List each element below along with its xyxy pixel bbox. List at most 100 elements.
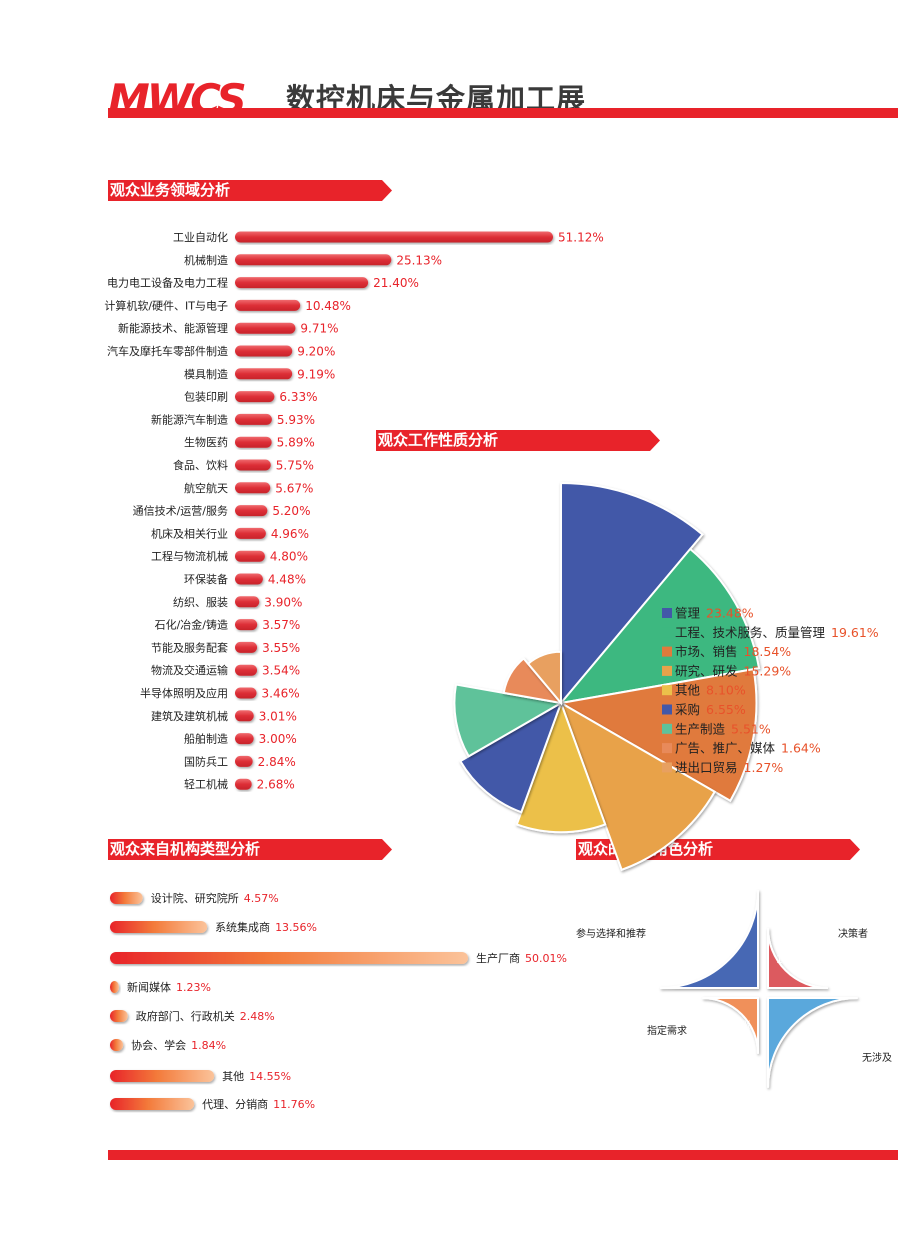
org-category-label: 系统集成商	[215, 920, 270, 934]
section-title-business: 观众业务领域分析	[108, 180, 392, 201]
business-category-label: 环保装备	[184, 572, 228, 586]
org-bar	[110, 921, 208, 933]
legend-label: 市场、销售	[675, 644, 738, 659]
org-value-label: 11.76%	[273, 1098, 315, 1111]
business-value-label: 2.84%	[258, 755, 296, 769]
business-bar	[235, 391, 275, 403]
business-bar	[235, 687, 257, 699]
business-category-label: 纺织、服装	[173, 595, 228, 609]
business-bar	[235, 664, 258, 676]
business-category-label: 模具制造	[184, 367, 228, 381]
rose-slice	[558, 667, 758, 803]
business-value-label: 3.01%	[259, 709, 297, 723]
org-bar	[110, 981, 119, 993]
business-bar	[235, 482, 271, 494]
org-category-label: 生产厂商	[476, 951, 520, 965]
petal-category-label: 无涉及	[862, 1051, 892, 1064]
business-bar	[235, 277, 369, 289]
business-bar-chart: 工业自动化 51.12% 机械制造 25.13% 电力电工设备及电力工程 21.40% 计算…	[104, 230, 603, 792]
business-category-label: 计算机软/硬件、IT与电子	[104, 298, 228, 312]
business-value-label: 5.20%	[272, 504, 310, 518]
section-title-org: 观众来自机构类型分析	[108, 839, 392, 860]
rose-slice	[515, 700, 607, 834]
org-bar	[110, 952, 468, 964]
business-category-label: 工业自动化	[173, 230, 228, 244]
org-category-label: 代理、分销商	[202, 1097, 268, 1111]
business-category-label: 通信技术/运营/服务	[133, 504, 228, 518]
business-value-label: 3.90%	[264, 595, 302, 609]
role-petal-chart: 39.43% 参与选择和推荐 14.78% 决策者 12.73% 指定需求 33.06% 无涉…	[576, 889, 892, 1088]
business-value-label: 4.80%	[270, 550, 308, 564]
legend-label: 广告、推广、媒体	[675, 741, 776, 756]
org-bar	[110, 1070, 215, 1082]
business-bar	[235, 619, 258, 631]
petal-slice	[702, 997, 759, 1054]
business-bar	[235, 299, 301, 311]
org-value-label: 50.01%	[525, 952, 567, 965]
org-value-label: 4.57%	[244, 892, 279, 905]
org-bar-chart: 设计院、研究院所 4.57% 系统集成商 13.56% 生产厂商 50.01% 新闻媒体 1.…	[110, 891, 567, 1111]
business-category-label: 机床及相关行业	[151, 526, 228, 540]
business-value-label: 25.13%	[396, 253, 442, 267]
business-bar	[235, 641, 258, 653]
business-bar	[235, 710, 254, 722]
business-value-label: 3.46%	[262, 687, 300, 701]
legend-value: 8.10%	[706, 683, 746, 698]
rose-slice	[459, 700, 563, 814]
petal-slice	[767, 927, 829, 989]
business-bar	[235, 231, 553, 243]
petal-value-label: 12.73%	[710, 1019, 752, 1032]
business-value-label: 4.48%	[268, 573, 306, 587]
legend-swatch	[662, 608, 672, 618]
business-bar	[235, 436, 272, 448]
business-value-label: 3.00%	[259, 732, 297, 746]
legend-label: 采购	[675, 702, 700, 717]
business-category-label: 生物医药	[184, 435, 228, 449]
legend-label: 工程、技术服务、质量管理	[675, 625, 826, 640]
org-category-label: 政府部门、行政机关	[136, 1009, 235, 1023]
legend-swatch	[662, 743, 672, 754]
business-category-label: 轻工机械	[184, 777, 228, 791]
org-bar	[110, 892, 143, 904]
business-value-label: 9.71%	[300, 322, 338, 336]
business-value-label: 5.89%	[277, 436, 315, 450]
legend-value: 5.51%	[731, 721, 771, 736]
petal-category-label: 参与选择和推荐	[576, 927, 646, 940]
business-category-label: 食品、饮料	[173, 458, 228, 472]
business-value-label: 4.96%	[271, 527, 309, 541]
org-bar	[110, 1098, 195, 1110]
business-bar	[235, 550, 265, 562]
rose-slice	[453, 683, 564, 758]
legend-value: 15.29%	[744, 663, 792, 678]
business-value-label: 9.19%	[297, 367, 335, 381]
business-value-label: 2.68%	[257, 778, 295, 792]
org-category-label: 其他	[222, 1070, 244, 1083]
business-category-label: 包装印刷	[184, 391, 228, 404]
business-category-label: 新能源汽车制造	[151, 412, 228, 426]
business-bar	[235, 505, 268, 517]
legend-swatch	[662, 665, 672, 676]
legend-value: 23.48%	[706, 606, 754, 621]
legend-label: 生产制造	[675, 721, 726, 736]
org-bar	[110, 1010, 128, 1022]
business-bar	[235, 527, 266, 539]
header-divider	[108, 108, 898, 118]
org-value-label: 1.84%	[191, 1039, 226, 1052]
rose-slice	[526, 650, 562, 706]
business-category-label: 石化/冶金/铸造	[155, 618, 228, 632]
business-category-label: 建筑及建筑机械	[151, 709, 228, 723]
business-bar	[235, 573, 263, 585]
legend-swatch	[662, 685, 672, 696]
business-bar	[235, 778, 252, 790]
business-category-label: 国防兵工	[184, 754, 228, 768]
org-value-label: 2.48%	[240, 1010, 275, 1023]
business-category-label: 工程与物流机械	[151, 549, 228, 563]
business-value-label: 5.93%	[277, 413, 315, 427]
rose-slice	[559, 700, 717, 872]
business-bar	[235, 755, 253, 767]
business-category-label: 半导体照明及应用	[140, 686, 228, 700]
business-value-label: 9.20%	[297, 345, 335, 359]
section-title-nature: 观众工作性质分析	[376, 430, 660, 451]
